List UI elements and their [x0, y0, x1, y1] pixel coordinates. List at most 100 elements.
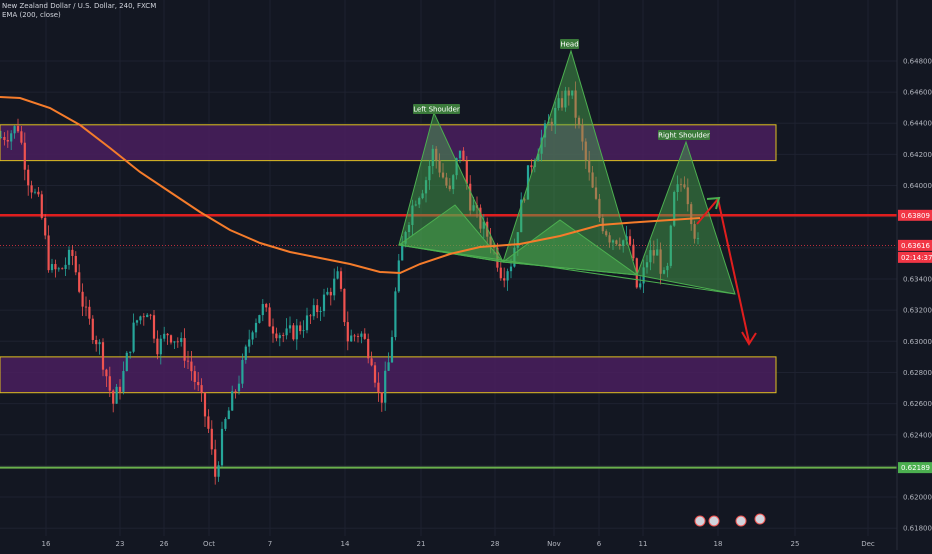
candle-body	[472, 205, 475, 211]
candle-body	[584, 141, 587, 161]
chart-header: New Zealand Dollar / U.S. Dollar, 240, F…	[2, 2, 156, 20]
price-tick-label: 0.62000	[903, 494, 932, 502]
time-tick-label: 7	[268, 540, 272, 548]
candle-body	[520, 199, 523, 233]
candle-body	[278, 335, 281, 339]
corner-icons[interactable]	[694, 513, 766, 527]
candle-body	[526, 165, 530, 200]
price-badge-label: 02:14:37	[901, 254, 932, 262]
candle-body	[690, 204, 693, 225]
candle-body	[115, 386, 118, 404]
candle-body	[254, 322, 258, 333]
candle-body	[84, 306, 88, 308]
event-marker-icon[interactable]	[708, 515, 720, 527]
event-marker-icon[interactable]	[694, 515, 706, 527]
candle-body	[489, 236, 492, 247]
candle-body	[591, 172, 594, 188]
candlesticks	[0, 81, 700, 485]
candle-body	[261, 304, 264, 316]
price-tick-label: 0.61800	[903, 525, 932, 533]
candle-body	[438, 160, 441, 173]
down-arrowhead-icon	[741, 331, 757, 346]
event-marker-icon[interactable]	[735, 515, 747, 527]
candle-body	[465, 160, 468, 184]
candle-body	[516, 232, 519, 248]
indicator-legend: EMA (200, close)	[2, 11, 61, 19]
candle-body	[696, 238, 700, 240]
pattern-labels: Left Shoulder Head Right Shoulder	[413, 39, 710, 140]
time-axis[interactable]: 16 23 26 Oct 7 14 21 28 Nov 6 11 18 25 Dec	[42, 540, 875, 548]
candle-body	[295, 325, 298, 340]
candle-body	[622, 240, 625, 247]
candle-body	[265, 304, 268, 308]
candle-body	[159, 338, 162, 355]
candle-body	[353, 335, 356, 337]
price-badge	[898, 209, 932, 221]
candle-body	[135, 320, 139, 323]
candle-body	[176, 341, 179, 343]
candle-body	[309, 315, 312, 317]
candle-body	[656, 249, 659, 256]
time-tick-label: 14	[341, 540, 350, 548]
candle-body	[163, 333, 166, 339]
candle-body	[554, 107, 557, 126]
candle-body	[282, 335, 285, 336]
candle-body	[404, 232, 407, 244]
candle-body	[329, 291, 332, 296]
candle-body	[414, 204, 417, 206]
candle-body	[683, 184, 686, 188]
candle-body	[13, 126, 16, 134]
candle-body	[227, 410, 230, 420]
candle-body	[3, 136, 6, 140]
candle-body	[220, 428, 224, 466]
candle-body	[91, 318, 94, 340]
price-tick-label: 0.62600	[903, 400, 932, 408]
candle-body	[166, 333, 169, 336]
time-tick-label: 23	[116, 540, 125, 548]
candle-body	[214, 449, 217, 477]
candle-body	[326, 291, 329, 295]
candle-body	[319, 311, 322, 312]
candle-body	[125, 352, 128, 372]
time-tick-label: 11	[639, 540, 648, 548]
candle-body	[642, 267, 645, 284]
candle-body	[197, 382, 200, 386]
candle-body	[101, 342, 105, 370]
candle-body	[676, 184, 679, 192]
candle-body	[16, 126, 20, 132]
candle-body	[673, 191, 676, 226]
candle-body	[47, 235, 50, 271]
candle-body	[88, 306, 91, 319]
candle-body	[339, 271, 343, 289]
candle-body	[394, 291, 397, 338]
candle-body	[594, 187, 598, 199]
candle-body	[217, 465, 220, 477]
time-tick-label: Dec	[861, 540, 875, 548]
price-badge-label: 0.63809	[901, 212, 930, 220]
price-badge	[898, 239, 932, 251]
candle-body	[57, 268, 60, 270]
candle-body	[169, 335, 173, 343]
candle-body	[574, 90, 577, 118]
candle-body	[435, 148, 438, 161]
candle-body	[203, 392, 207, 417]
candle-body	[645, 262, 649, 268]
event-marker-icon[interactable]	[754, 513, 766, 525]
candle-body	[108, 376, 111, 391]
time-tick-label: 6	[597, 540, 602, 548]
candle-body	[333, 278, 336, 296]
candle-body	[54, 264, 57, 270]
candle-body	[479, 207, 482, 229]
candle-body	[322, 294, 326, 312]
candle-body	[421, 193, 424, 199]
price-tick-label: 0.64800	[903, 57, 932, 65]
candle-body	[248, 339, 251, 347]
candle-body	[146, 314, 149, 318]
pattern-label-box	[658, 130, 710, 140]
candle-body	[81, 291, 84, 307]
candle-body	[363, 333, 366, 339]
price-tick-label: 0.64600	[903, 89, 932, 97]
candle-body	[649, 250, 652, 263]
